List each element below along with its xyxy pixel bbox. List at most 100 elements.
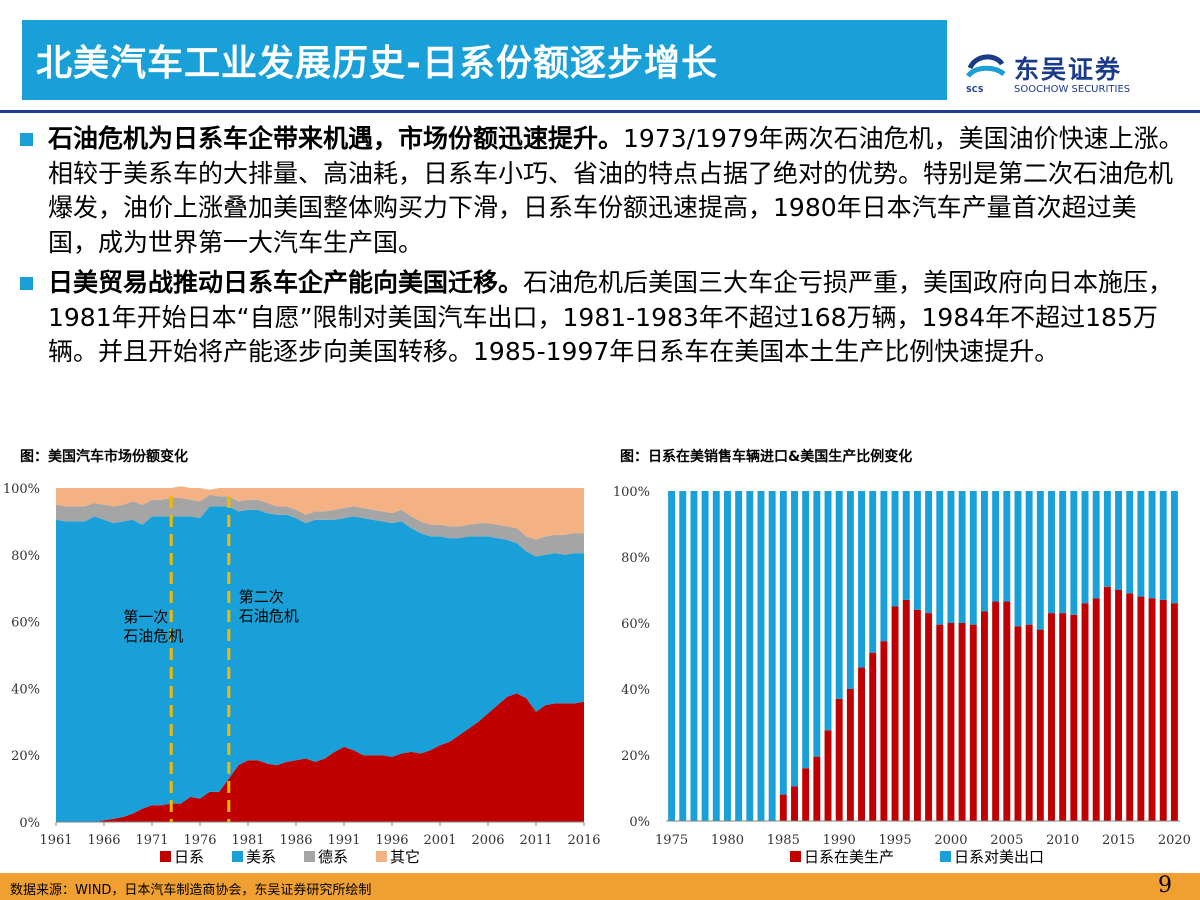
- bullet-square-icon: [20, 277, 33, 290]
- bar-export: [813, 491, 821, 757]
- bullet-item-oil-crisis: 石油危机为日系车企带来机遇，市场份额迅速提升。1973/1979年两次石油危机，…: [20, 122, 1185, 260]
- logo-cn-text: 东吴证券: [1014, 55, 1123, 84]
- bar-local-production: [1081, 603, 1089, 821]
- bar-local-production: [891, 606, 899, 821]
- bar-export: [1148, 491, 1156, 599]
- y-tick-label: 20%: [621, 749, 650, 764]
- x-tick-label: 1975: [655, 833, 688, 848]
- bar-local-production: [1048, 613, 1055, 821]
- bar-local-production: [1103, 586, 1111, 821]
- y-tick-label: 0%: [629, 815, 650, 830]
- x-tick-label: 1961: [39, 833, 72, 848]
- bar-local-production: [969, 624, 977, 821]
- bar-export: [913, 491, 921, 610]
- bar-export: [1170, 491, 1178, 604]
- bar-local-production: [992, 601, 1000, 821]
- bar-export: [1059, 491, 1067, 614]
- legend-swatch: [790, 851, 801, 862]
- bullet-square-icon: [20, 133, 33, 146]
- bar-export: [679, 491, 687, 821]
- area-series-3: [56, 486, 584, 540]
- bullet-body: 1973/1979年两次石油危机，美国油价快速上涨。相较于美系车的大排量、高油耗…: [48, 124, 1184, 257]
- company-logo: SCS 东吴证券 SOOCHOW SECURITIES: [962, 50, 1162, 100]
- x-tick-label: 2020: [1158, 833, 1191, 848]
- bar-local-production: [880, 641, 888, 821]
- bar-local-production: [1115, 590, 1123, 821]
- area-series-0: [56, 693, 584, 822]
- bar-local-production: [1148, 598, 1156, 821]
- bar-export: [757, 491, 765, 821]
- bar-export: [1036, 491, 1044, 630]
- bar-local-production: [869, 652, 877, 821]
- legend-swatch: [304, 851, 315, 862]
- bar-export: [791, 491, 798, 787]
- legend-swatch: [232, 851, 243, 862]
- bar-export: [802, 491, 810, 769]
- bar-export: [969, 491, 977, 625]
- bar-export: [1081, 491, 1089, 604]
- bar-export: [768, 491, 776, 821]
- y-tick-label: 100%: [3, 482, 40, 497]
- x-tick-label: 2001: [423, 833, 456, 848]
- bar-export: [723, 491, 731, 821]
- x-tick-label: 1980: [711, 833, 744, 848]
- x-tick-label: 1995: [879, 833, 912, 848]
- x-tick-label: 2006: [471, 833, 504, 848]
- page-title: 北美汽车工业发展历史-日系份额逐步增长: [36, 43, 718, 84]
- legend-label: 美系: [246, 848, 276, 866]
- bar-local-production: [902, 599, 910, 821]
- y-tick-label: 40%: [11, 682, 40, 697]
- bar-export: [891, 491, 899, 607]
- bar-local-production: [958, 623, 966, 821]
- bar-local-production: [947, 623, 955, 821]
- bar-local-production: [1170, 603, 1178, 821]
- bar-export: [668, 491, 676, 821]
- us-market-share-chart: 0% 20% 40% 60% 80% 100% 1961 1966 1971 1976 1981 19…: [3, 482, 600, 866]
- header-divider: [0, 110, 1200, 113]
- bar-local-production: [779, 794, 787, 821]
- legend-swatch: [160, 851, 171, 862]
- bullet-heading: 日美贸易战推动日系车企产能向美国迁移。: [48, 268, 524, 297]
- x-tick-label: 2015: [1102, 833, 1135, 848]
- bar-local-production: [1126, 593, 1134, 821]
- bar-export: [958, 491, 966, 623]
- x-tick-label: 2005: [990, 833, 1023, 848]
- legend-label: 其它: [390, 848, 420, 866]
- bar-local-production: [1003, 601, 1011, 821]
- bar-local-production: [1070, 614, 1078, 821]
- bar-export: [902, 491, 910, 600]
- bullet-item-trade-war: 日美贸易战推动日系车企产能向美国迁移。石油危机后美国三大车企亏损严重，美国政府向…: [20, 266, 1185, 370]
- bar-export: [712, 491, 720, 821]
- bar-export: [846, 491, 854, 689]
- bar-export: [869, 491, 877, 653]
- x-tick-label: 2011: [519, 833, 552, 848]
- bar-export: [1014, 491, 1022, 627]
- legend-swatch: [940, 851, 951, 862]
- data-source: 数据来源：WIND，日本汽车制造商协会，东吴证券研究所绘制: [10, 883, 372, 898]
- bar-local-production: [835, 698, 843, 821]
- bar-local-production: [1014, 626, 1022, 821]
- x-tick-label: 2010: [1046, 833, 1079, 848]
- x-tick-label: 2000: [934, 833, 967, 848]
- logo-en-text: SOOCHOW SECURITIES: [1014, 84, 1131, 95]
- oil-crisis-label: 石油危机: [239, 607, 299, 625]
- bar-export: [880, 491, 888, 642]
- bar-export: [925, 491, 933, 614]
- footer-bar: 数据来源：WIND，日本汽车制造商协会，东吴证券研究所绘制 9: [0, 873, 1200, 900]
- y-tick-label: 100%: [613, 485, 650, 500]
- bar-local-production: [858, 667, 866, 821]
- bar-export: [1103, 491, 1111, 587]
- x-tick-label: 1976: [183, 833, 216, 848]
- x-tick-label: 1996: [375, 833, 408, 848]
- bar-export: [701, 491, 709, 821]
- bar-local-production: [913, 609, 921, 821]
- bar-export: [824, 491, 832, 731]
- y-tick-label: 60%: [11, 616, 40, 631]
- oil-crisis-label: 石油危机: [123, 627, 183, 645]
- bullet-heading: 石油危机为日系车企带来机遇，市场份额迅速提升。: [48, 124, 624, 153]
- x-tick-label: 1991: [327, 833, 360, 848]
- x-tick-label: 1966: [87, 833, 120, 848]
- y-tick-label: 40%: [621, 683, 650, 698]
- x-tick-label: 1986: [279, 833, 312, 848]
- bar-local-production: [936, 624, 944, 821]
